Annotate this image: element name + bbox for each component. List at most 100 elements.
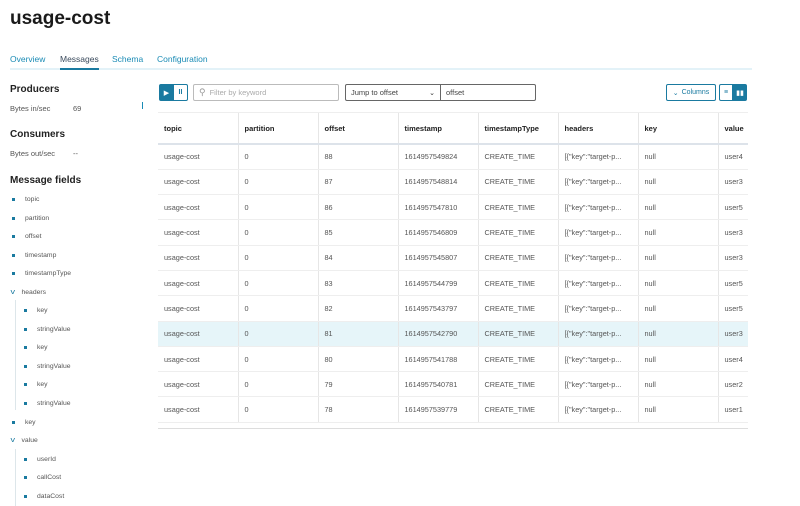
pause-button[interactable]: II	[173, 84, 188, 101]
cell-value: user5	[718, 295, 748, 322]
cell-headers: [{"key":"target-p...	[558, 219, 639, 246]
field-label: callCost	[37, 474, 62, 481]
table-row[interactable]: usage-cost 0 79 1614957540781 CREATE_TIME [{"…	[158, 371, 748, 398]
chevron-down-icon[interactable]: v	[10, 437, 16, 444]
table-view-button[interactable]: ≡	[719, 84, 733, 101]
column-header-partition[interactable]: partition	[238, 113, 319, 145]
field-headers-key[interactable]: key	[24, 344, 48, 351]
field-key[interactable]: key	[12, 419, 36, 426]
chevron-down-icon[interactable]: v	[10, 289, 16, 296]
field-headers-key[interactable]: key	[24, 381, 48, 388]
cell-topic: usage-cost	[158, 169, 239, 196]
bullet-icon	[24, 308, 27, 312]
field-value-callcost[interactable]: callCost	[24, 474, 61, 481]
cell-headers: [{"key":"target-p...	[558, 295, 639, 322]
tree-guide	[15, 300, 16, 410]
cell-headers: [{"key":"target-p...	[558, 194, 639, 221]
cell-timestamp: 1614957549824	[398, 144, 479, 170]
field-headers[interactable]: v headers	[10, 289, 46, 296]
list-icon: ≡	[723, 89, 729, 96]
messages-table: topic partition offset timestamp timestampTy…	[158, 112, 748, 432]
field-label: key	[37, 381, 48, 388]
bullet-icon	[24, 494, 27, 498]
field-label: userId	[37, 456, 56, 463]
cell-partition: 0	[238, 371, 319, 398]
cell-offset: 79	[318, 371, 399, 398]
bytes-out-stat: Bytes out/sec --	[10, 149, 78, 158]
jump-select-value: Jump to offset	[351, 88, 398, 97]
cell-key: null	[638, 219, 719, 246]
cell-topic: usage-cost	[158, 396, 239, 423]
cell-headers: [{"key":"target-p...	[558, 245, 639, 271]
table-row[interactable]: usage-cost 0 80 1614957541788 CREATE_TIME [{"…	[158, 346, 748, 373]
play-button[interactable]: ▶	[159, 84, 174, 101]
tab-schema[interactable]: Schema	[112, 54, 144, 64]
cell-timestamp: 1614957546809	[398, 219, 479, 246]
cell-timestampType: CREATE_TIME	[478, 144, 559, 170]
table-row[interactable]: usage-cost 0 86 1614957547810 CREATE_TIME [{"…	[158, 194, 748, 221]
tab-overview[interactable]: Overview	[10, 54, 46, 64]
field-label: timestamp	[25, 252, 57, 259]
cell-partition: 0	[238, 245, 319, 271]
tab-configuration[interactable]: Configuration	[157, 54, 208, 64]
column-header-timestamp[interactable]: timestamp	[398, 113, 479, 145]
field-topic[interactable]: topic	[12, 196, 39, 203]
table-row[interactable]: usage-cost 0 83 1614957544799 CREATE_TIME [{"…	[158, 270, 748, 297]
column-header-headers[interactable]: headers	[558, 113, 639, 145]
cell-partition: 0	[238, 194, 319, 221]
cell-timestamp: 1614957542790	[398, 321, 479, 347]
offset-input[interactable]: offset	[440, 84, 536, 101]
cell-timestamp: 1614957544799	[398, 270, 479, 297]
field-value[interactable]: v value	[10, 437, 37, 444]
cell-topic: usage-cost	[158, 321, 239, 347]
cell-headers: [{"key":"target-p...	[558, 321, 639, 347]
cell-timestampType: CREATE_TIME	[478, 245, 559, 271]
column-header-timestampType[interactable]: timestampType	[478, 113, 559, 145]
field-timestamptype[interactable]: timestampType	[12, 270, 71, 277]
cell-topic: usage-cost	[158, 270, 239, 297]
bullet-icon	[12, 197, 15, 201]
field-offset[interactable]: offset	[12, 233, 42, 240]
field-headers-stringvalue[interactable]: stringValue	[24, 326, 71, 333]
table-row[interactable]: usage-cost 0 78 1614957539779 CREATE_TIME [{"…	[158, 396, 748, 423]
column-header-value[interactable]: value	[718, 113, 748, 145]
cell-partition: 0	[238, 144, 319, 170]
tab-messages[interactable]: Messages	[60, 54, 99, 70]
split-view-button[interactable]: ▮▮	[733, 84, 747, 101]
bullet-icon	[12, 234, 15, 238]
columns-button[interactable]: ⌄ Columns	[666, 84, 716, 101]
cell-key: null	[638, 371, 719, 398]
bullet-icon	[24, 457, 27, 461]
column-header-topic[interactable]: topic	[158, 113, 239, 145]
field-headers-stringvalue[interactable]: stringValue	[24, 400, 71, 407]
table-row[interactable]: usage-cost 0 85 1614957546809 CREATE_TIME [{"…	[158, 219, 748, 246]
table-row[interactable]: usage-cost 0 88 1614957549824 CREATE_TIME [{"…	[158, 144, 748, 170]
column-header-key[interactable]: key	[638, 113, 719, 145]
bullet-icon	[24, 401, 27, 405]
table-row[interactable]: usage-cost 0 82 1614957543797 CREATE_TIME [{"…	[158, 295, 748, 322]
filter-input[interactable]: ⚲ Filter by keyword	[193, 84, 339, 101]
bullet-icon	[12, 271, 15, 275]
jump-to-select[interactable]: Jump to offset ⌄	[345, 84, 441, 101]
field-timestamp[interactable]: timestamp	[12, 252, 56, 259]
cell-offset: 85	[318, 219, 399, 246]
tab-bar: Overview Messages Schema Configuration	[10, 54, 752, 70]
table-row[interactable]: usage-cost 0 87 1614957548814 CREATE_TIME [{"…	[158, 169, 748, 196]
table-row[interactable]: usage-cost 0 84 1614957545807 CREATE_TIME [{"…	[158, 245, 748, 271]
field-headers-stringvalue[interactable]: stringValue	[24, 363, 71, 370]
bytes-in-value: 69	[73, 104, 82, 113]
cell-partition: 0	[238, 321, 319, 347]
cell-key: null	[638, 396, 719, 423]
cell-timestamp: 1614957547810	[398, 194, 479, 221]
cell-topic: usage-cost	[158, 245, 239, 271]
field-value-userid[interactable]: userId	[24, 456, 56, 463]
bullet-icon	[24, 345, 27, 349]
cell-timestampType: CREATE_TIME	[478, 396, 559, 423]
field-partition[interactable]: partition	[12, 215, 49, 222]
field-headers-key[interactable]: key	[24, 307, 48, 314]
field-label: offset	[25, 233, 42, 240]
column-header-offset[interactable]: offset	[318, 113, 399, 145]
cell-value: user3	[718, 321, 748, 347]
table-row[interactable]: usage-cost 0 81 1614957542790 CREATE_TIME [{"…	[158, 321, 748, 347]
field-value-datacost[interactable]: dataCost	[24, 493, 64, 500]
